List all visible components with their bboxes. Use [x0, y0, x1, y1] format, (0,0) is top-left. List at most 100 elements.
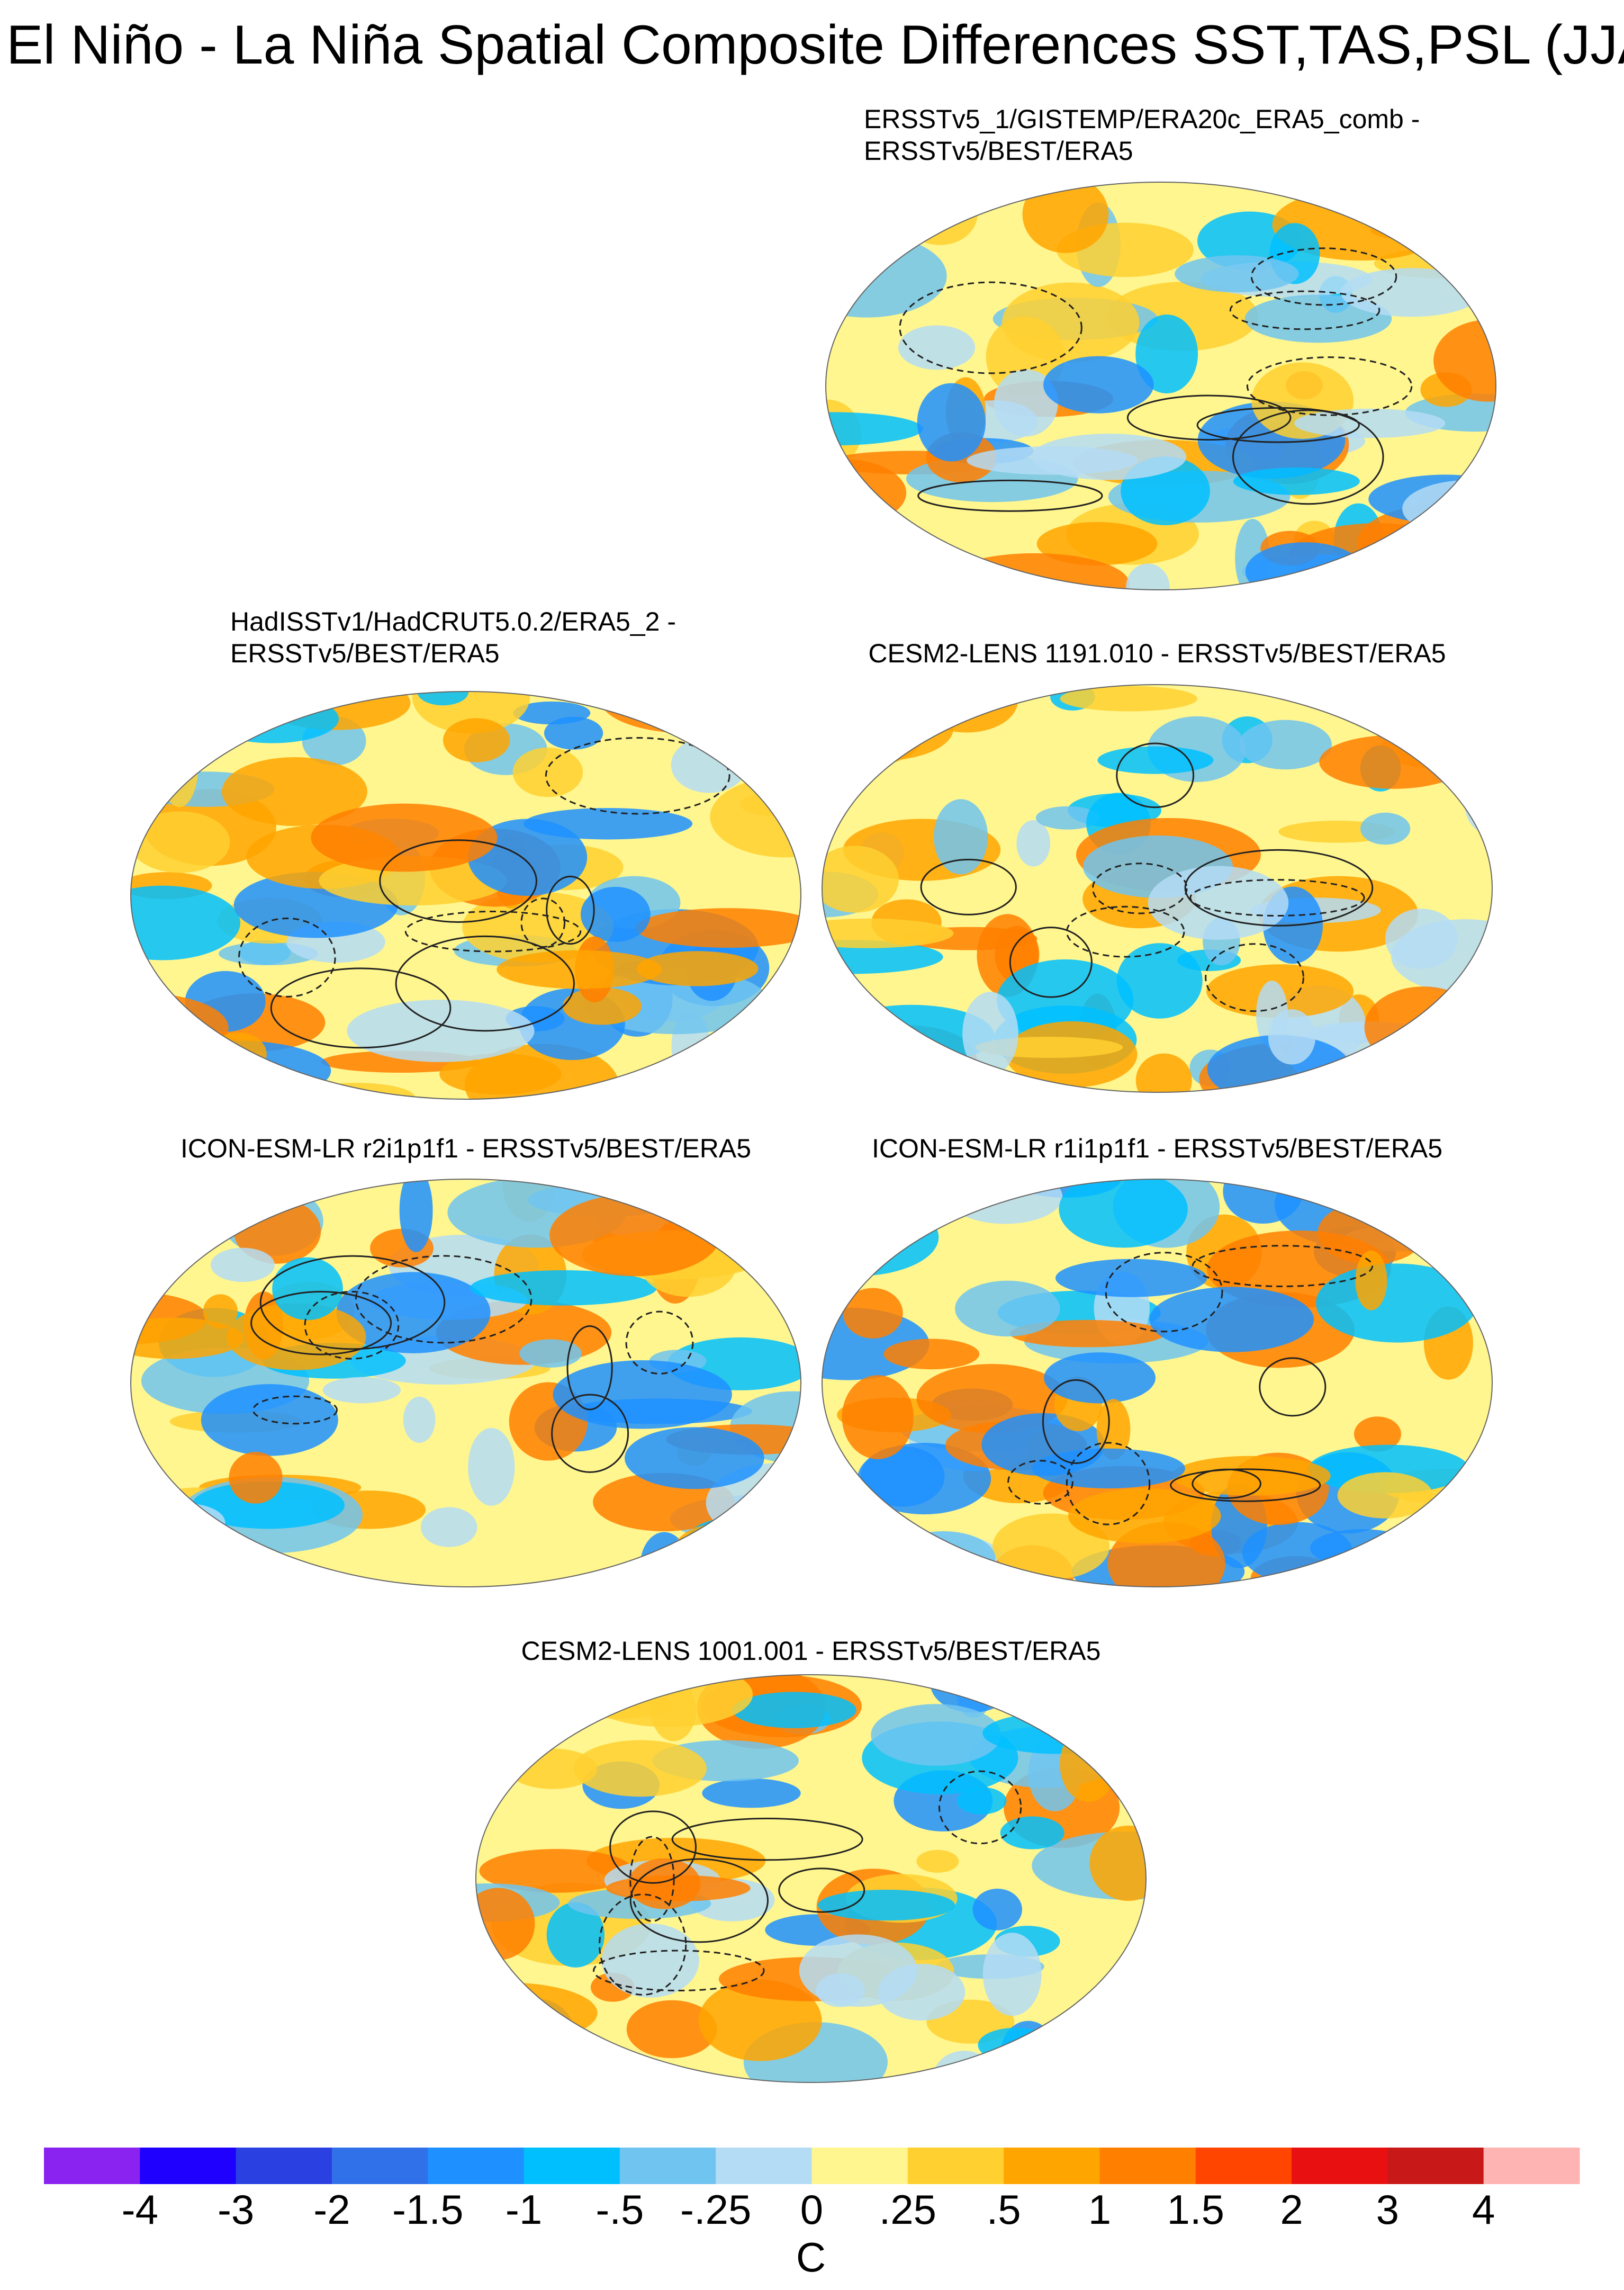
map-anomaly-patch [210, 1247, 275, 1282]
colorbar-label: 1 [1088, 2186, 1111, 2233]
map-anomaly-patch [201, 1384, 338, 1456]
colorbar-label: -4 [122, 2186, 158, 2233]
map-anomaly-patch [1068, 1488, 1221, 1544]
psl-contour [546, 875, 595, 945]
map-anomaly-patch [206, 694, 339, 743]
map-anomaly-patch [1319, 735, 1468, 789]
map-anomaly-patch [1357, 504, 1496, 582]
map-anomaly-patch [1060, 686, 1198, 712]
colorbar-label: 3 [1376, 2186, 1399, 2233]
map-anomaly-patch [869, 1532, 1011, 1587]
map-anomaly-patch [222, 757, 367, 826]
map-outline [130, 691, 801, 1100]
map-anomaly-patch [1002, 282, 1140, 363]
psl-contour [1007, 1460, 1073, 1505]
psl-contour [1066, 1442, 1151, 1525]
psl-contour [551, 1394, 629, 1473]
map-anomaly-patch [1327, 1179, 1455, 1216]
map-anomaly-patch [826, 234, 947, 318]
psl-contour [304, 1291, 400, 1360]
map-anomaly-patch [412, 692, 530, 734]
map-anomaly-patch [1310, 1529, 1415, 1567]
colorbar-box [1099, 2148, 1196, 2184]
psl-contour [917, 479, 1103, 512]
map-anomaly-patch [859, 685, 920, 732]
map [131, 692, 801, 1099]
colorbar-label: -.5 [596, 2186, 644, 2233]
title-text: El Niño - La Niña Spatial Composite Diff… [6, 14, 1624, 76]
psl-contour [629, 1858, 769, 1943]
map-anomaly-patch [1135, 1053, 1192, 1092]
colorbar-box [428, 2148, 525, 2184]
psl-contour [270, 967, 452, 1049]
map-anomaly-patch [553, 1360, 732, 1429]
psl-contour [938, 1770, 1022, 1845]
map-anomaly-patch [131, 1517, 203, 1542]
psl-contour [395, 935, 575, 1032]
map-anomaly-patch [828, 223, 873, 252]
map-anomaly-patch [1372, 685, 1447, 732]
map-anomaly-patch [468, 1427, 515, 1506]
map-anomaly-patch [826, 182, 878, 199]
map-anomaly-patch [148, 1179, 269, 1223]
map-anomaly-patch [822, 1040, 919, 1092]
psl-contour [593, 1950, 765, 1992]
colorbar-box [524, 2148, 620, 2184]
map-anomaly-patch [1354, 1558, 1462, 1582]
map-anomaly-patch [399, 1179, 433, 1252]
map-anomaly-patch [131, 811, 230, 873]
map-anomaly-patch [1000, 1816, 1064, 1849]
map-anomaly-patch [842, 1375, 914, 1459]
map-anomaly-patch [822, 1516, 856, 1564]
map-anomaly-patch [1030, 2031, 1131, 2082]
map-anomaly-patch [1171, 1456, 1331, 1496]
colorbar-box [1483, 2148, 1580, 2184]
map-anomaly-patch [1368, 474, 1496, 524]
map-outline [130, 1179, 801, 1587]
map-anomaly-patch [476, 1982, 598, 2044]
map-anomaly-patch [891, 1531, 996, 1586]
map-anomaly-patch [462, 892, 614, 963]
colorbar-box [811, 2148, 908, 2184]
map-anomaly-patch [826, 540, 865, 575]
map-anomaly-patch [322, 1377, 401, 1404]
map-anomaly-patch [745, 1228, 801, 1286]
colorbar-box [716, 2148, 812, 2184]
map-anomaly-patch [131, 1317, 244, 1359]
psl-contour [379, 839, 537, 923]
map-anomaly-patch [1417, 182, 1469, 206]
psl-contour [599, 1893, 687, 1996]
map-anomaly-patch [1035, 806, 1100, 830]
psl-contour [1192, 1245, 1374, 1288]
psl-contour [1250, 247, 1397, 306]
map-anomaly-patch [519, 1339, 582, 1368]
map-anomaly-patch [1059, 1179, 1188, 1248]
map-anomaly-patch [1341, 268, 1482, 317]
psl-contour [1196, 407, 1360, 443]
map-anomaly-patch [297, 1083, 416, 1099]
psl-contour [1105, 1252, 1223, 1333]
map-anomaly-patch [203, 1294, 238, 1329]
panel-title: ERSSTv5/BEST/ERA5 [864, 136, 1133, 166]
map-anomaly-patch [1044, 1352, 1156, 1404]
psl-contour [1066, 905, 1185, 958]
map-anomaly-patch [546, 1902, 605, 1968]
map-anomaly-patch [497, 950, 662, 989]
psl-contour [1091, 863, 1188, 914]
map-anomaly-patch [1089, 1825, 1146, 1901]
map-anomaly-patch [828, 685, 928, 765]
map-anomaly-patch [1032, 1448, 1185, 1489]
map [822, 685, 1492, 1092]
map-anomaly-patch [131, 993, 229, 1063]
psl-contour [355, 1255, 533, 1344]
panel-title: ICON-ESM-LR r1i1p1f1 - ERSSTv5/BEST/ERA5 [872, 1134, 1442, 1163]
map-anomaly-patch [933, 2051, 995, 2082]
map-anomaly-patch [439, 1053, 562, 1095]
map-anomaly-patch [686, 1518, 770, 1566]
map-anomaly-patch [822, 696, 954, 761]
map-anomaly-patch [144, 692, 191, 740]
panel-title: ERSSTv5/BEST/ERA5 [230, 639, 500, 668]
map-anomaly-patch [1402, 480, 1496, 538]
